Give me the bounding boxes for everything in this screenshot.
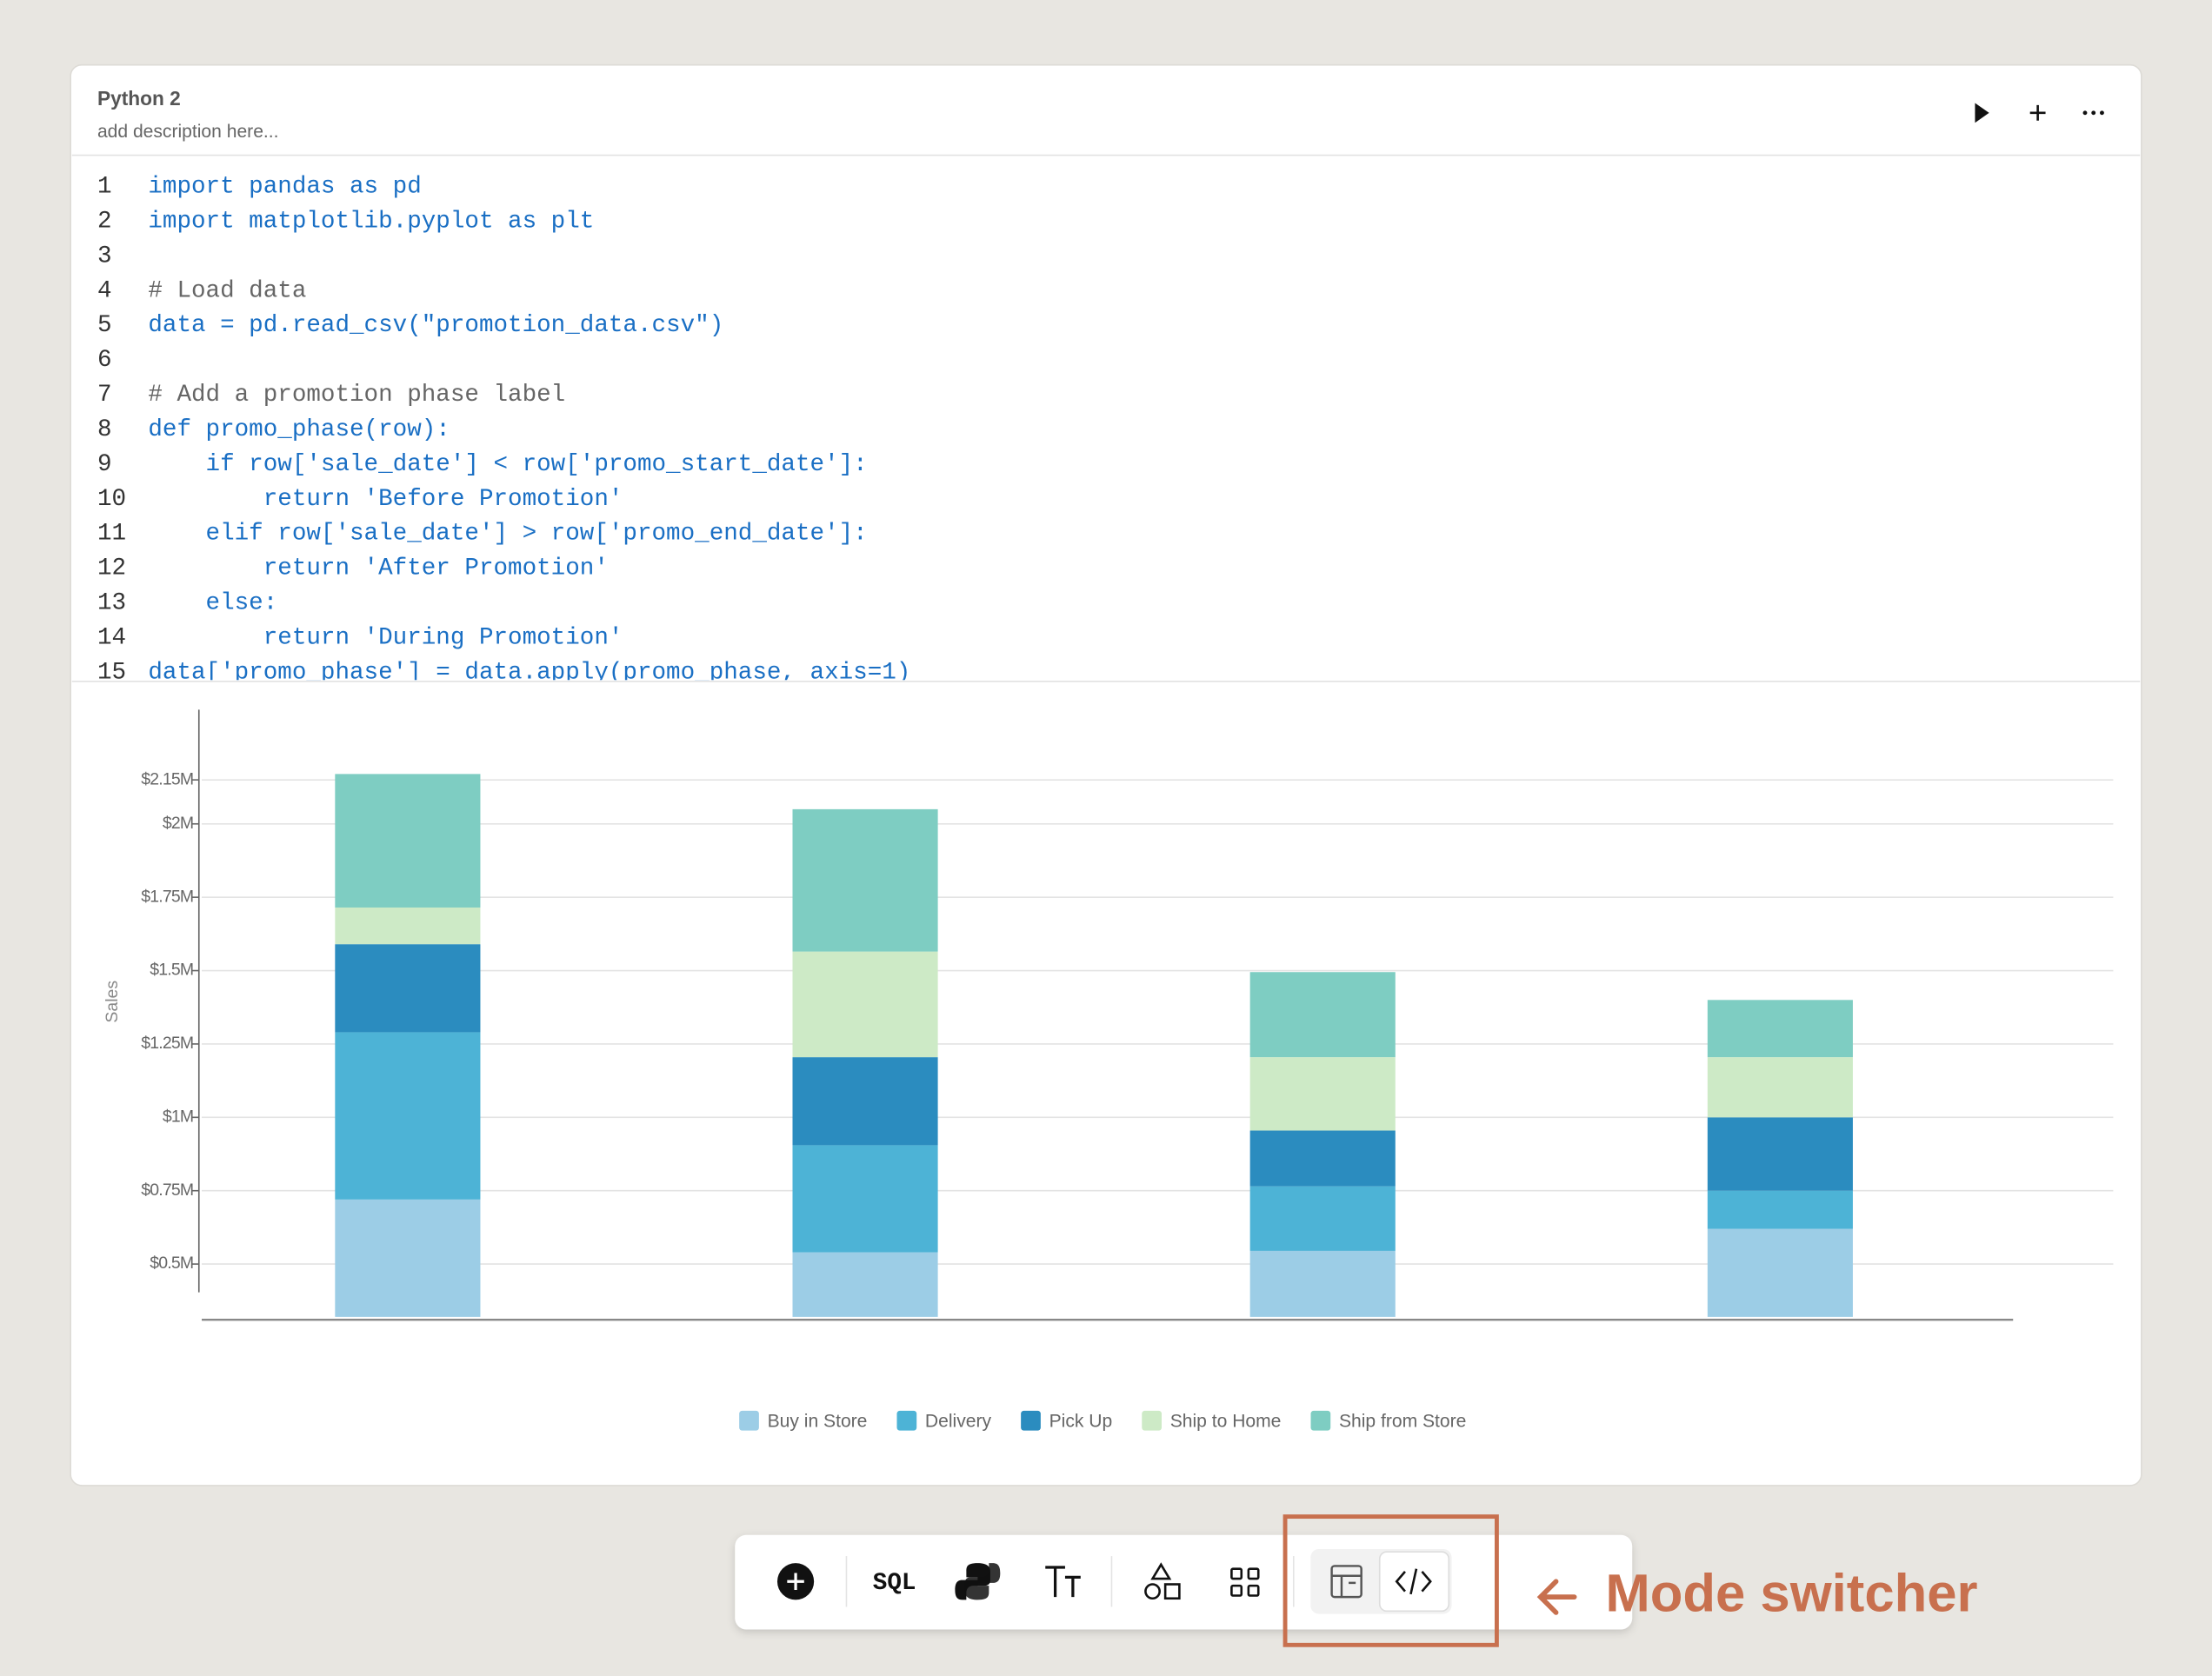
python-button[interactable] [955,1563,1001,1600]
y-tick-label: $2.15M [141,769,193,788]
bar-segment [1249,1130,1396,1187]
bar-segment [792,951,938,1058]
line-number: 3 [97,243,112,269]
bar-segment [1707,1000,1853,1058]
line-number: 9 [97,451,112,478]
more-button[interactable] [2082,110,2104,116]
legend-label: Ship from Store [1339,1411,1466,1431]
bar-segment [1707,1057,1853,1118]
line-number: 13 [97,590,126,617]
add-button[interactable] [2029,104,2046,121]
code-line: data = pd.read_csv("promotion_data.csv") [148,312,723,339]
y-tick-label: $1.5M [150,961,193,980]
legend-label: Delivery [925,1411,992,1431]
code-line: if row['sale_date'] < row['promo_start_d… [148,451,867,478]
legend-label: Buy in Store [768,1411,868,1431]
code-line: return 'Before Promotion' [148,486,623,513]
shapes-button[interactable] [1144,1562,1181,1600]
bar-segment [335,1032,481,1200]
bar-segment [1249,1057,1396,1131]
legend-swatch [1142,1410,1162,1431]
add-block-button[interactable] [776,1563,815,1600]
line-number: 4 [97,277,112,304]
line-number: 10 [97,486,126,513]
annotation-arrow [1536,1579,1577,1615]
apps-button[interactable] [1230,1567,1260,1597]
annotation: Mode switcher [1605,1563,1977,1623]
code-line: return 'During Promotion' [148,625,623,652]
bar-segment [792,808,938,952]
bar-segment [335,907,481,945]
code-line: else: [148,590,277,617]
line-number: 5 [97,312,112,339]
y-tick-label: $1M [163,1107,193,1126]
legend-swatch [1021,1410,1041,1431]
bar-segment [1249,1186,1396,1251]
legend-swatch [739,1410,759,1431]
legend-label: Ship to Home [1170,1411,1282,1431]
code-line: def promo_phase(row): [148,416,450,443]
legend-swatch [1310,1410,1331,1431]
bar-segment [335,944,481,1033]
code-line: elif row['sale_date'] > row['promo_end_d… [148,521,867,548]
line-number: 1 [97,174,112,201]
text-button[interactable] [1045,1566,1081,1598]
code-line: # Load data [148,277,306,304]
code-icon [1395,1568,1432,1595]
y-axis-label: Sales [103,981,122,1023]
run-button[interactable] [1975,103,1989,123]
cell-description[interactable]: add description here... [97,122,279,142]
layout-mode-button[interactable] [1330,1565,1363,1599]
highlight-box [1283,1514,1499,1647]
code-editor[interactable]: 1 import pandas as pd 2 import matplotlib.p… [97,174,910,687]
bar-segment [1707,1228,1853,1317]
chart: $0.5M $0.75M $1M $1.25M $1.5M $1.75M $2M $2.15M [141,769,2114,1317]
bar-segment [1249,1250,1396,1317]
y-tick-label: $0.5M [150,1254,193,1273]
bar-segment [335,774,481,908]
bar-segment [1249,972,1396,1058]
code-line: data['promo_phase'] = data.apply(promo_p… [148,659,910,686]
bar-segment [792,1057,938,1146]
code-line: import matplotlib.pyplot as plt [148,208,594,235]
line-number: 15 [97,659,126,686]
line-number: 6 [97,347,112,374]
line-number: 7 [97,382,112,409]
sql-button[interactable]: SQL [873,1570,916,1597]
line-number: 2 [97,208,112,235]
code-line: import pandas as pd [148,174,421,201]
y-tick-label: $1.25M [141,1034,193,1053]
y-tick-label: $1.75M [141,887,193,906]
y-tick-label: $2M [163,814,193,833]
code-line: # Add a promotion phase label [148,382,565,409]
line-number: 14 [97,625,126,652]
bar-segment [1707,1190,1853,1229]
legend-swatch [896,1410,917,1431]
legend-label: Pick Up [1049,1411,1113,1431]
legend: Buy in Store Delivery Pick Up Ship to Home S… [739,1410,1466,1431]
bar-segment [792,1145,938,1253]
bar-segment [1707,1117,1853,1191]
code-line: return 'After Promotion' [148,555,609,582]
bar-segment [335,1199,481,1317]
bar-segment [792,1252,938,1317]
cell-card [70,63,2142,1486]
y-tick-label: $0.75M [141,1181,193,1200]
line-number: 11 [97,521,126,548]
cell-title: Python 2 [97,87,181,110]
line-number: 8 [97,416,112,443]
line-number: 12 [97,555,126,582]
